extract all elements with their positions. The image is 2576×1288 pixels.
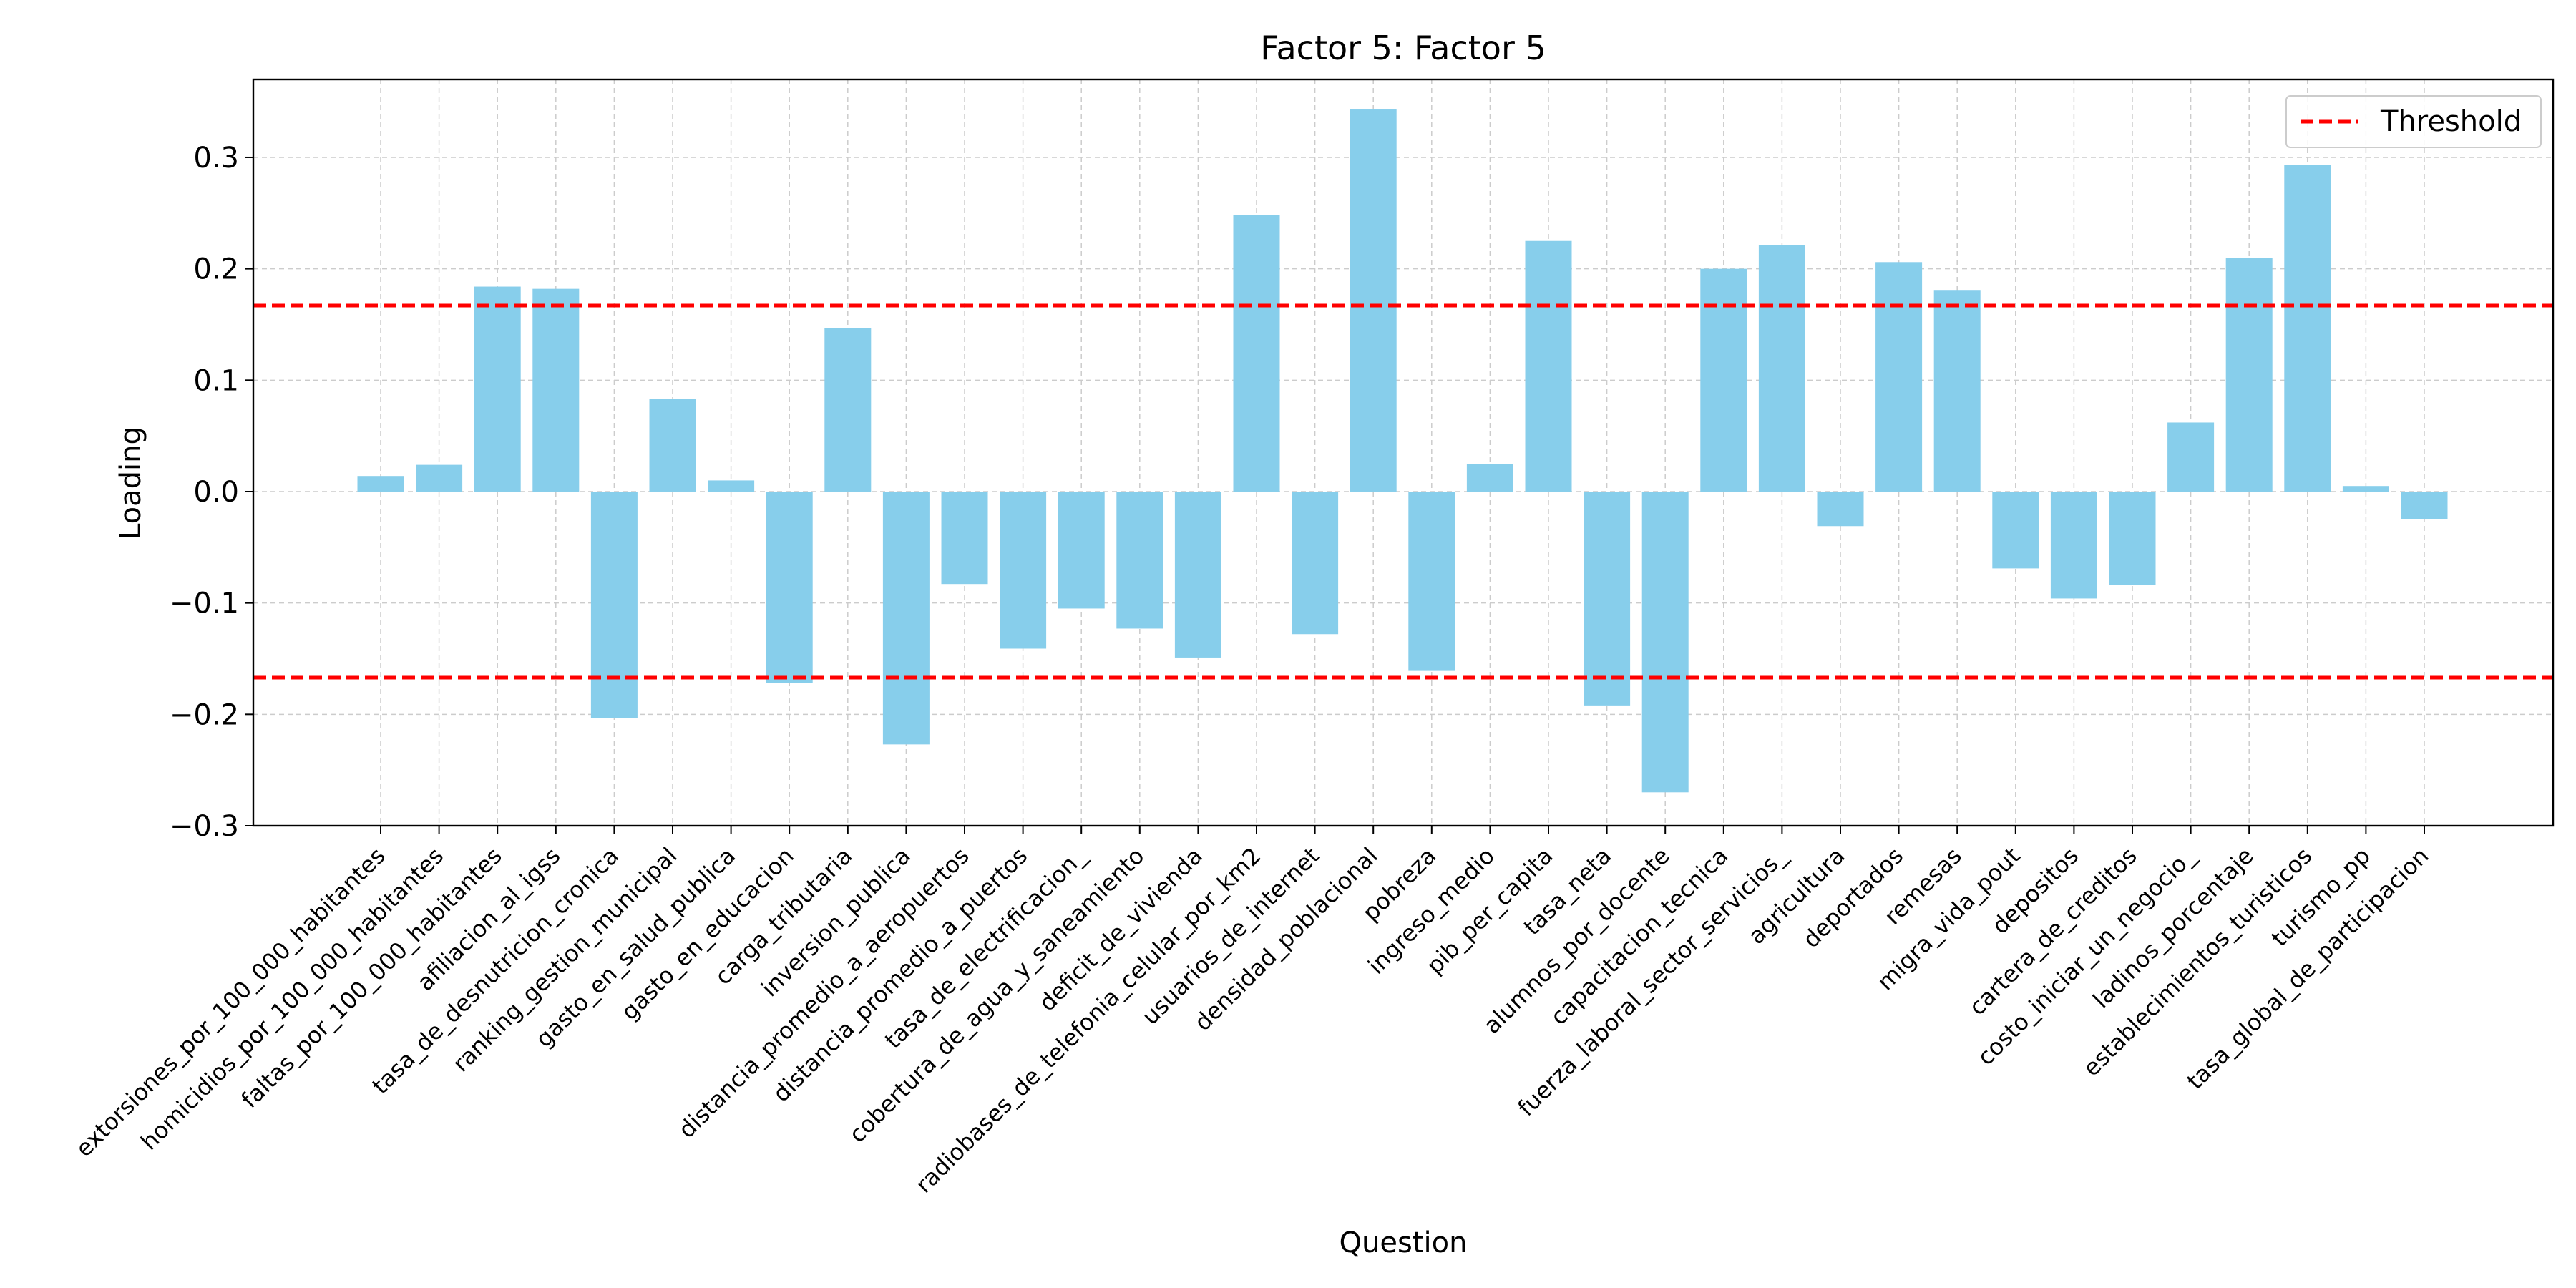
bar-tasa_de_electrificacion_ xyxy=(1058,491,1105,609)
bars xyxy=(357,109,2448,793)
bar-ranking_gestion_municipal xyxy=(649,399,696,492)
y-tick-label: 0.1 xyxy=(193,364,239,397)
bar-faltas_por_100_000_habitantes xyxy=(474,286,521,492)
y-axis-ticks: −0.3 −0.2 −0.1 0.0 0.1 0.2 0.3 xyxy=(170,142,253,843)
bar-gasto_en_educacion xyxy=(766,491,813,683)
bar-deficit_de_vivienda xyxy=(1174,491,1221,658)
chart-title: Factor 5: Factor 5 xyxy=(1260,29,1546,67)
bar-radiobases_de_telefonia_celular_por_km2 xyxy=(1233,215,1280,492)
x-axis-ticks: extorsiones_por_100_000_habitanteshomici… xyxy=(70,826,2434,1199)
x-axis-label: Question xyxy=(1340,1226,1468,1259)
legend: Threshold xyxy=(2285,95,2542,148)
threshold-lines xyxy=(253,303,2553,680)
bar-ingreso_medio xyxy=(1466,464,1513,492)
bar-cobertura_de_agua_y_saneamiento xyxy=(1116,491,1163,629)
bar-homicidios_por_100_000_habitantes xyxy=(416,464,463,492)
bar-tasa_neta xyxy=(1584,491,1631,706)
bar-distancia_promedio_a_puertos xyxy=(1000,491,1047,649)
bar-migra_vida_pout xyxy=(1992,491,2039,569)
bar-costo_iniciar_un_negocio_ xyxy=(2167,422,2215,492)
legend-box xyxy=(2285,95,2542,148)
bar-cartera_de_creditos xyxy=(2109,491,2156,585)
bar-remesas xyxy=(1933,290,1981,492)
y-tick-label: −0.3 xyxy=(170,810,239,843)
bar-tasa_de_desnutricion_cronica xyxy=(590,491,638,718)
bar-deportados xyxy=(1875,262,1923,492)
bar-capacitacion_tecnica xyxy=(1700,268,1747,492)
y-tick-label: 0.0 xyxy=(193,476,239,509)
bar-fuerza_laboral_sector_servicios_ xyxy=(1758,245,1805,492)
bar-turismo_pp xyxy=(2342,486,2389,492)
y-tick-label: 0.2 xyxy=(193,253,239,286)
bar-pib_per_capita xyxy=(1525,240,1572,492)
bar-extorsiones_por_100_000_habitantes xyxy=(357,476,404,492)
bar-usuarios_de_internet xyxy=(1292,491,1339,635)
y-axis-label: Loading xyxy=(114,426,147,540)
legend-threshold-label: Threshold xyxy=(2380,105,2522,138)
bar-alumnos_por_docente xyxy=(1641,491,1689,793)
bar-carga_tributaria xyxy=(824,328,872,492)
bar-tasa_global_de_participacion xyxy=(2401,491,2448,519)
bar-distancia_promedio_a_aeropuertos xyxy=(941,491,988,585)
bar-gasto_en_salud_publica xyxy=(708,480,755,492)
bar-densidad_poblacional xyxy=(1350,109,1397,492)
bar-afiliacion_al_igss xyxy=(532,288,580,492)
bar-pobreza xyxy=(1408,491,1455,671)
y-tick-label: −0.2 xyxy=(170,698,239,731)
bar-agricultura xyxy=(1817,491,1864,527)
bar-ladinos_porcentaje xyxy=(2225,258,2273,492)
y-tick-label: 0.3 xyxy=(193,142,239,175)
x-tick-label: homicidios_por_100_000_habitantes xyxy=(135,842,449,1156)
bar-inversion_publica xyxy=(882,491,930,745)
plot-frame xyxy=(252,78,2555,827)
y-tick-label: −0.1 xyxy=(170,587,239,620)
bar-establecimientos_turisticos xyxy=(2284,165,2331,492)
bar-depositos xyxy=(2050,491,2097,599)
